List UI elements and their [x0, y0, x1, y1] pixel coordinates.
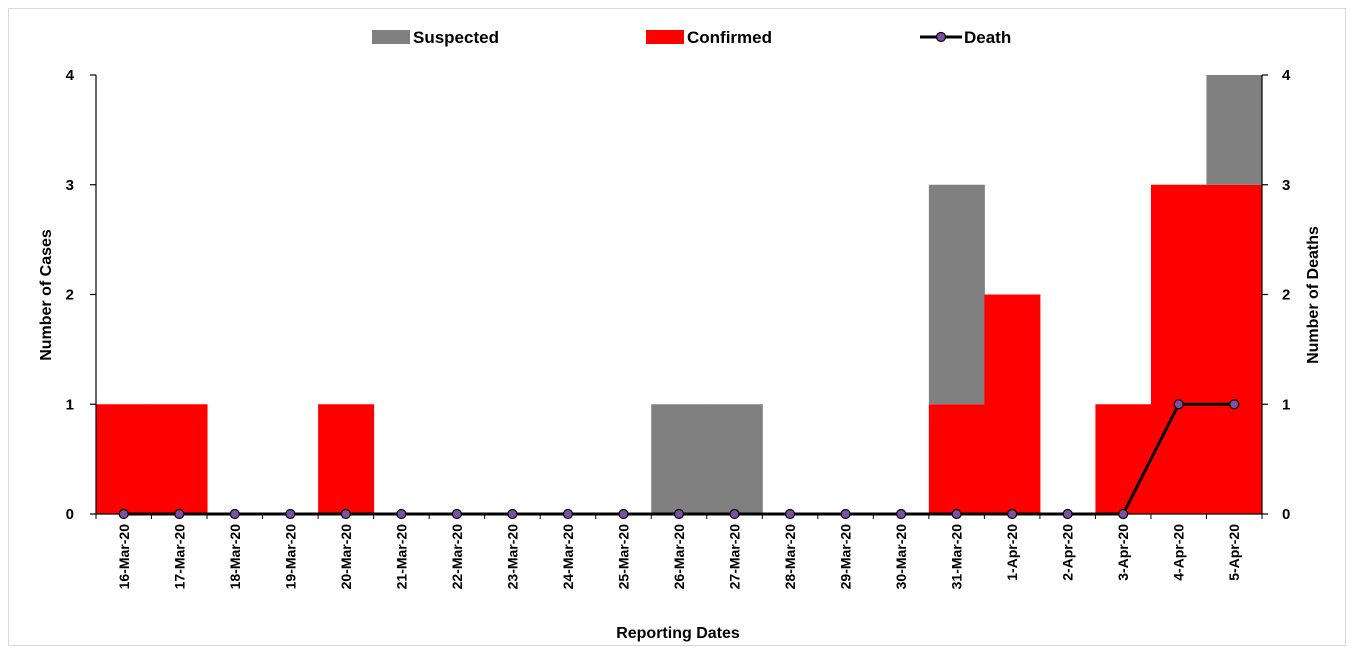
y2-tick-label-0: 0 — [1282, 506, 1290, 523]
y-tick-label-2: 2 — [66, 287, 74, 304]
x-tick-label-5-Apr-20: 5-Apr-20 — [1226, 524, 1242, 581]
death-point-19-Mar-20 — [285, 508, 296, 520]
x-tick-label-24-Mar-20: 24-Mar-20 — [560, 524, 576, 590]
y2-tick-label-4: 4 — [1282, 67, 1291, 84]
bar-confirmed-16-Mar-20 — [96, 404, 153, 514]
x-tick-label-27-Mar-20: 27-Mar-20 — [727, 524, 743, 590]
death-point-5-Apr-20 — [1229, 399, 1240, 410]
death-point-20-Mar-20 — [340, 508, 351, 520]
bar-suspected-31-Mar-20 — [928, 184, 985, 405]
legend-label-suspected: Suspected — [413, 28, 499, 47]
bar-confirmed-31-Mar-20 — [928, 404, 985, 514]
bar-confirmed-4-Apr-20 — [1150, 184, 1207, 514]
death-point-1-Apr-20 — [1007, 508, 1018, 520]
legend: Suspected Confirmed Death — [372, 28, 1011, 47]
death-point-27-Mar-20 — [729, 508, 740, 520]
y2-tick-label-1: 1 — [1282, 396, 1290, 413]
axes-layer: 0 1 2 3 4 0 1 2 3 4 16-Mar-20 17-Mar-20 18-Mar-20 19-… — [66, 67, 1291, 589]
death-point-25-Mar-20 — [618, 508, 629, 520]
death-point-17-Mar-20 — [174, 508, 185, 520]
x-tick-label-26-Mar-20: 26-Mar-20 — [671, 524, 687, 590]
death-point-16-Mar-20 — [118, 508, 129, 520]
y2-axis-title: Number of Deaths — [1305, 226, 1322, 364]
y-tick-label-3: 3 — [66, 177, 74, 194]
death-point-30-Mar-20 — [895, 508, 907, 520]
death-point-24-Mar-20 — [562, 508, 574, 520]
legend-label-death: Death — [964, 28, 1011, 47]
death-point-31-Mar-20 — [951, 508, 962, 520]
bars-layer — [96, 75, 1263, 514]
death-point-29-Mar-20 — [840, 508, 851, 520]
legend-marker-death — [935, 31, 947, 43]
y-axis-title: Number of Cases — [38, 229, 55, 361]
death-point-28-Mar-20 — [784, 508, 796, 520]
x-tick-label-30-Mar-20: 30-Mar-20 — [893, 524, 909, 590]
death-point-4-Apr-20 — [1173, 399, 1184, 410]
legend-label-confirmed: Confirmed — [687, 28, 772, 47]
bar-suspected-26-Mar-20 — [651, 404, 708, 514]
death-point-2-Apr-20 — [1062, 508, 1073, 520]
chart-frame — [8, 8, 1346, 646]
bar-suspected-5-Apr-20 — [1206, 75, 1263, 185]
bar-confirmed-3-Apr-20 — [1095, 404, 1152, 514]
x-tick-label-17-Mar-20: 17-Mar-20 — [171, 524, 187, 590]
y-tick-label-4: 4 — [66, 67, 75, 84]
x-tick-label-1-Apr-20: 1-Apr-20 — [1004, 524, 1020, 581]
death-point-26-Mar-20 — [673, 508, 685, 520]
x-axis-title: Reporting Dates — [616, 625, 740, 642]
death-point-3-Apr-20 — [1118, 508, 1129, 520]
death-point-23-Mar-20 — [507, 508, 518, 520]
x-tick-label-18-Mar-20: 18-Mar-20 — [227, 524, 243, 590]
x-tick-label-28-Mar-20: 28-Mar-20 — [782, 524, 798, 590]
x-tick-label-21-Mar-20: 21-Mar-20 — [393, 524, 409, 590]
x-tick-label-22-Mar-20: 22-Mar-20 — [449, 524, 465, 590]
x-tick-label-20-Mar-20: 20-Mar-20 — [338, 524, 354, 590]
bar-confirmed-20-Mar-20 — [318, 404, 375, 514]
y2-tick-label-2: 2 — [1282, 287, 1290, 304]
death-point-22-Mar-20 — [451, 508, 463, 520]
x-tick-label-4-Apr-20: 4-Apr-20 — [1171, 524, 1187, 581]
x-tick-label-19-Mar-20: 19-Mar-20 — [282, 524, 298, 590]
death-point-21-Mar-20 — [396, 508, 407, 520]
y-tick-label-0: 0 — [66, 506, 74, 523]
legend-swatch-suspected — [372, 30, 410, 44]
x-tick-label-25-Mar-20: 25-Mar-20 — [615, 524, 631, 590]
bar-confirmed-5-Apr-20 — [1206, 184, 1263, 514]
y-tick-label-1: 1 — [66, 396, 74, 413]
legend-swatch-confirmed — [646, 30, 684, 44]
y2-tick-label-3: 3 — [1282, 177, 1290, 194]
death-point-18-Mar-20 — [229, 508, 240, 520]
bar-suspected-27-Mar-20 — [706, 404, 763, 514]
x-tick-label-16-Mar-20: 16-Mar-20 — [116, 524, 132, 590]
x-tick-label-29-Mar-20: 29-Mar-20 — [838, 524, 854, 590]
bar-confirmed-17-Mar-20 — [151, 404, 208, 514]
x-tick-label-3-Apr-20: 3-Apr-20 — [1115, 524, 1131, 581]
x-tick-label-2-Apr-20: 2-Apr-20 — [1060, 524, 1076, 581]
bar-confirmed-1-Apr-20 — [984, 294, 1041, 514]
x-tick-label-23-Mar-20: 23-Mar-20 — [504, 524, 520, 590]
x-tick-label-31-Mar-20: 31-Mar-20 — [949, 524, 965, 590]
line-layer — [118, 399, 1240, 520]
